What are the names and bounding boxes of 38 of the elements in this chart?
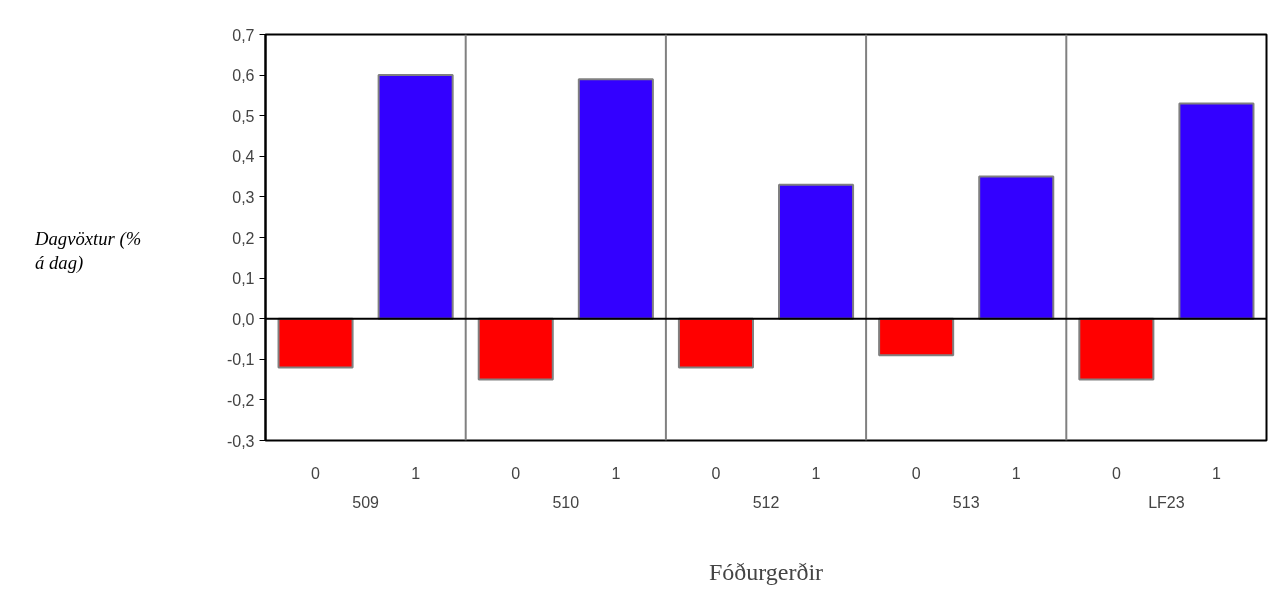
y-tick-label: 0,0 <box>232 310 255 328</box>
x-tick-label: 1 <box>1011 464 1021 482</box>
bar <box>978 175 1055 320</box>
y-tick-label: -0,2 <box>226 391 255 409</box>
y-tick-label: 0,6 <box>232 67 255 85</box>
text: 510 <box>552 493 580 511</box>
bar <box>677 317 754 369</box>
x-tick-label: 1 <box>611 464 621 482</box>
bar <box>1178 102 1255 320</box>
y-tick-label: -0,1 <box>226 351 255 369</box>
bar <box>778 183 855 320</box>
y-tick-label: 0,5 <box>232 107 255 125</box>
bar <box>577 78 654 320</box>
text: 513 <box>952 493 980 511</box>
x-tick-label: 1 <box>811 464 821 482</box>
y-tick-label: 0,3 <box>232 188 255 206</box>
text: LF23 <box>1148 493 1185 511</box>
y-tick-label: 0,4 <box>232 148 255 166</box>
bar <box>277 317 354 369</box>
text: 512 <box>752 493 780 511</box>
x-tick-label: 0 <box>511 464 521 482</box>
bar <box>377 74 454 320</box>
y-axis-title: Dagvöxtur (% á dag) <box>35 227 143 276</box>
y-tick-label: 0,2 <box>232 229 255 247</box>
x-tick-label: 0 <box>711 464 721 482</box>
text: 509 <box>352 493 380 511</box>
y-tick-label: 0,7 <box>232 26 255 44</box>
x-axis-title: Fóðurgerðir <box>708 558 824 585</box>
x-tick-label: 0 <box>311 464 321 482</box>
bar <box>1078 317 1155 381</box>
x-tick-label: 0 <box>911 464 921 482</box>
x-tick-label: 1 <box>411 464 421 482</box>
y-tick-label: -0,3 <box>226 432 255 450</box>
y-tick-label: 0,1 <box>232 270 255 288</box>
bar <box>477 317 554 381</box>
bar <box>878 317 955 357</box>
x-tick-label: 1 <box>1212 464 1221 482</box>
x-tick-label: 0 <box>1111 464 1121 482</box>
